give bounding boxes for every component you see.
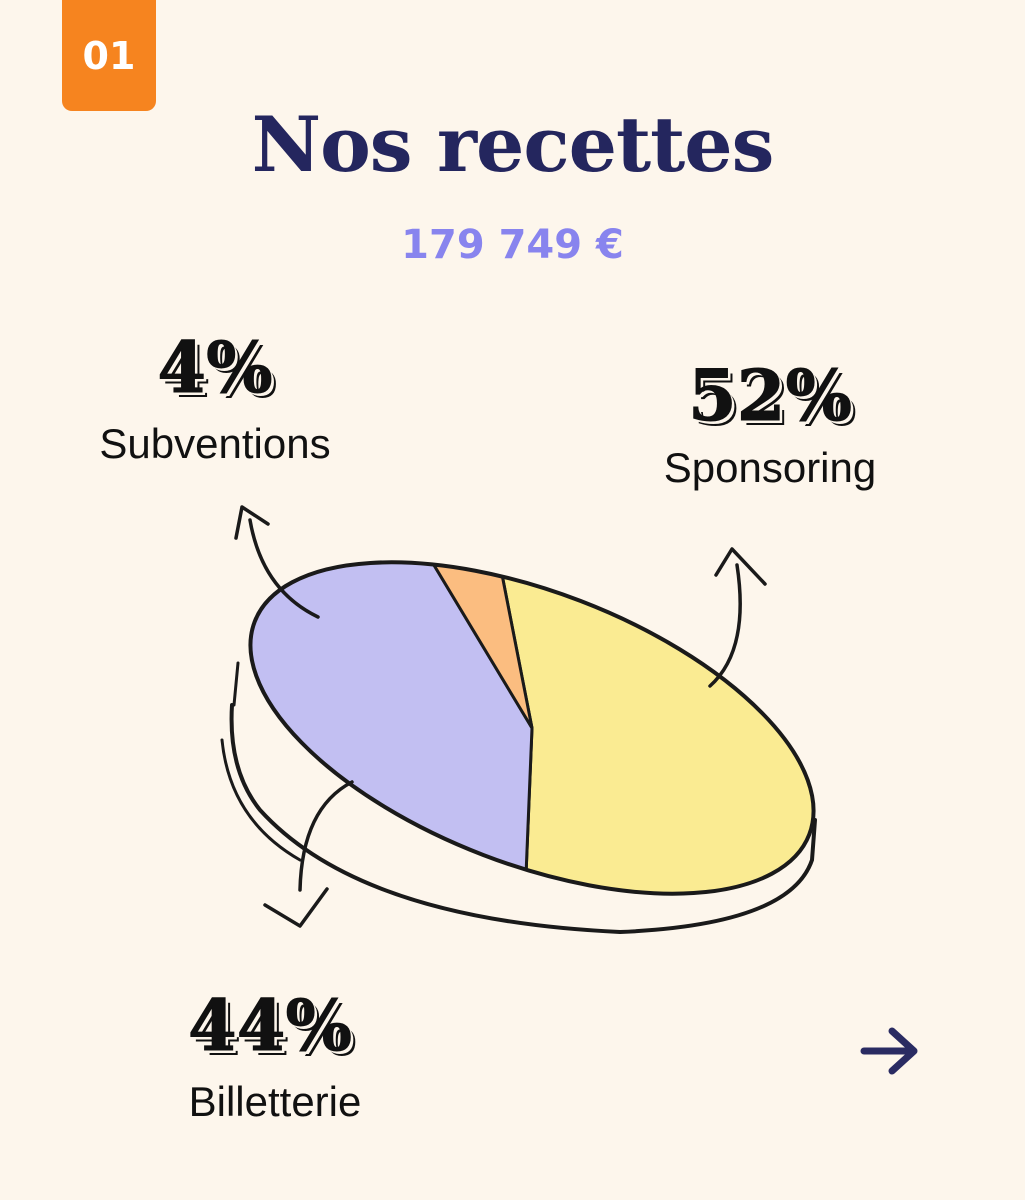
value-label-sponsoring: 52% — [688, 354, 853, 438]
category-label-subventions: Subventions — [99, 420, 331, 467]
pie-slice-sponsoring — [500, 575, 815, 896]
arrow-sponsoring — [708, 563, 742, 688]
value-label-subventions: 4% — [157, 326, 273, 410]
page-title: Nos recettes — [251, 100, 775, 189]
category-label-billetterie: Billetterie — [188, 1078, 362, 1125]
next-slide-button[interactable] — [852, 1018, 928, 1084]
arrow-billetterie — [298, 780, 354, 892]
slide-number-badge: 01 — [62, 0, 156, 111]
arrow-right-icon — [860, 1027, 918, 1075]
arrow-subventions — [248, 518, 320, 619]
value-label-billetterie: 44% — [188, 984, 353, 1068]
category-label-sponsoring: Sponsoring — [663, 444, 877, 491]
total-amount: 179 749 € — [401, 222, 624, 268]
